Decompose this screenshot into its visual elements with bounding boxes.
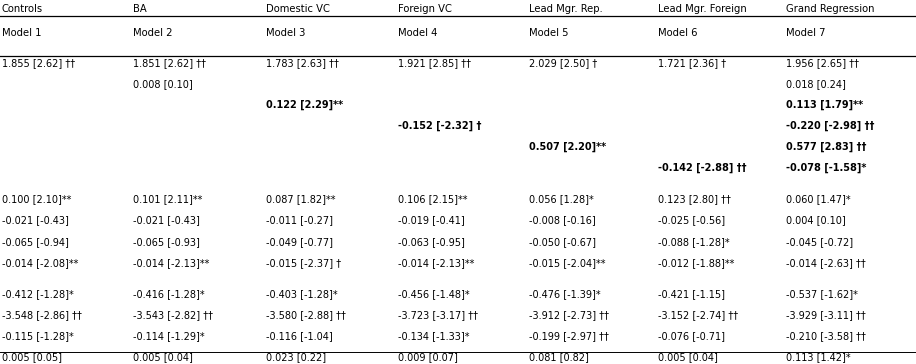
- Text: -3.543 [-2.82] ††: -3.543 [-2.82] ††: [133, 310, 213, 320]
- Text: 0.060 [1.47]*: 0.060 [1.47]*: [786, 194, 851, 205]
- Text: -3.912 [-2.73] ††: -3.912 [-2.73] ††: [529, 310, 609, 320]
- Text: -0.412 [-1.28]*: -0.412 [-1.28]*: [2, 289, 73, 299]
- Text: -0.476 [-1.39]*: -0.476 [-1.39]*: [529, 289, 601, 299]
- Text: -0.049 [-0.77]: -0.049 [-0.77]: [266, 237, 333, 247]
- Text: 0.005 [0.04]: 0.005 [0.04]: [658, 352, 717, 363]
- Text: Model 2: Model 2: [133, 28, 172, 38]
- Text: Lead Mgr. Rep.: Lead Mgr. Rep.: [529, 4, 604, 14]
- Text: 0.106 [2.15]**: 0.106 [2.15]**: [398, 194, 468, 205]
- Text: -3.152 [-2.74] ††: -3.152 [-2.74] ††: [658, 310, 737, 320]
- Text: -3.929 [-3.11] ††: -3.929 [-3.11] ††: [786, 310, 866, 320]
- Text: 0.577 [2.83] ††: 0.577 [2.83] ††: [786, 142, 867, 152]
- Text: Model 3: Model 3: [266, 28, 305, 38]
- Text: -0.015 [-2.37] †: -0.015 [-2.37] †: [266, 258, 341, 268]
- Text: Domestic VC: Domestic VC: [266, 4, 330, 14]
- Text: 1.851 [2.62] ††: 1.851 [2.62] ††: [133, 58, 206, 68]
- Text: -0.537 [-1.62]*: -0.537 [-1.62]*: [786, 289, 857, 299]
- Text: -0.076 [-0.71]: -0.076 [-0.71]: [658, 331, 725, 341]
- Text: 0.123 [2.80] ††: 0.123 [2.80] ††: [658, 194, 731, 205]
- Text: BA: BA: [133, 4, 147, 14]
- Text: 1.956 [2.65] ††: 1.956 [2.65] ††: [786, 58, 859, 68]
- Text: -3.548 [-2.86] ††: -3.548 [-2.86] ††: [2, 310, 82, 320]
- Text: 0.023 [0.22]: 0.023 [0.22]: [266, 352, 326, 363]
- Text: -0.220 [-2.98] ††: -0.220 [-2.98] ††: [786, 121, 874, 131]
- Text: -0.210 [-3.58] ††: -0.210 [-3.58] ††: [786, 331, 866, 341]
- Text: -0.025 [-0.56]: -0.025 [-0.56]: [658, 215, 725, 226]
- Text: 1.855 [2.62] ††: 1.855 [2.62] ††: [2, 58, 75, 68]
- Text: 1.721 [2.36] †: 1.721 [2.36] †: [658, 58, 725, 68]
- Text: -0.014 [-2.13]**: -0.014 [-2.13]**: [133, 258, 209, 268]
- Text: -0.021 [-0.43]: -0.021 [-0.43]: [2, 215, 69, 226]
- Text: -0.014 [-2.08]**: -0.014 [-2.08]**: [2, 258, 78, 268]
- Text: 0.101 [2.11]**: 0.101 [2.11]**: [133, 194, 202, 205]
- Text: -0.115 [-1.28]*: -0.115 [-1.28]*: [2, 331, 73, 341]
- Text: -0.050 [-0.67]: -0.050 [-0.67]: [529, 237, 596, 247]
- Text: -0.045 [-0.72]: -0.045 [-0.72]: [786, 237, 853, 247]
- Text: Controls: Controls: [2, 4, 43, 14]
- Text: 0.100 [2.10]**: 0.100 [2.10]**: [2, 194, 71, 205]
- Text: -0.021 [-0.43]: -0.021 [-0.43]: [133, 215, 200, 226]
- Text: 0.081 [0.82]: 0.081 [0.82]: [529, 352, 589, 363]
- Text: Model 5: Model 5: [529, 28, 569, 38]
- Text: -0.008 [-0.16]: -0.008 [-0.16]: [529, 215, 596, 226]
- Text: -0.011 [-0.27]: -0.011 [-0.27]: [266, 215, 333, 226]
- Text: 0.008 [0.10]: 0.008 [0.10]: [133, 79, 192, 89]
- Text: -0.421 [-1.15]: -0.421 [-1.15]: [658, 289, 725, 299]
- Text: -0.065 [-0.94]: -0.065 [-0.94]: [2, 237, 69, 247]
- Text: -0.078 [-1.58]*: -0.078 [-1.58]*: [786, 163, 867, 173]
- Text: -0.014 [-2.63] ††: -0.014 [-2.63] ††: [786, 258, 866, 268]
- Text: 0.113 [1.42]*: 0.113 [1.42]*: [786, 352, 851, 363]
- Text: -0.114 [-1.29]*: -0.114 [-1.29]*: [133, 331, 204, 341]
- Text: 1.783 [2.63] ††: 1.783 [2.63] ††: [266, 58, 339, 68]
- Text: 0.087 [1.82]**: 0.087 [1.82]**: [266, 194, 335, 205]
- Text: 1.921 [2.85] ††: 1.921 [2.85] ††: [398, 58, 472, 68]
- Text: -0.116 [-1.04]: -0.116 [-1.04]: [266, 331, 333, 341]
- Text: 0.005 [0.05]: 0.005 [0.05]: [2, 352, 62, 363]
- Text: 0.009 [0.07]: 0.009 [0.07]: [398, 352, 458, 363]
- Text: Model 4: Model 4: [398, 28, 438, 38]
- Text: 0.018 [0.24]: 0.018 [0.24]: [786, 79, 845, 89]
- Text: -0.199 [-2.97] ††: -0.199 [-2.97] ††: [529, 331, 609, 341]
- Text: -0.014 [-2.13]**: -0.014 [-2.13]**: [398, 258, 474, 268]
- Text: -0.152 [-2.32] †: -0.152 [-2.32] †: [398, 121, 482, 131]
- Text: 0.113 [1.79]**: 0.113 [1.79]**: [786, 100, 863, 110]
- Text: -3.580 [-2.88] ††: -3.580 [-2.88] ††: [266, 310, 345, 320]
- Text: Foreign VC: Foreign VC: [398, 4, 453, 14]
- Text: Model 1: Model 1: [2, 28, 41, 38]
- Text: -0.063 [-0.95]: -0.063 [-0.95]: [398, 237, 465, 247]
- Text: Grand Regression: Grand Regression: [786, 4, 875, 14]
- Text: -0.012 [-1.88]**: -0.012 [-1.88]**: [658, 258, 734, 268]
- Text: -0.456 [-1.48]*: -0.456 [-1.48]*: [398, 289, 470, 299]
- Text: -0.403 [-1.28]*: -0.403 [-1.28]*: [266, 289, 337, 299]
- Text: -0.019 [-0.41]: -0.019 [-0.41]: [398, 215, 465, 226]
- Text: 0.005 [0.04]: 0.005 [0.04]: [133, 352, 192, 363]
- Text: -0.065 [-0.93]: -0.065 [-0.93]: [133, 237, 200, 247]
- Text: 0.004 [0.10]: 0.004 [0.10]: [786, 215, 845, 226]
- Text: -0.416 [-1.28]*: -0.416 [-1.28]*: [133, 289, 204, 299]
- Text: 2.029 [2.50] †: 2.029 [2.50] †: [529, 58, 598, 68]
- Text: -0.015 [-2.04]**: -0.015 [-2.04]**: [529, 258, 606, 268]
- Text: -0.134 [-1.33]*: -0.134 [-1.33]*: [398, 331, 470, 341]
- Text: Model 6: Model 6: [658, 28, 697, 38]
- Text: -0.142 [-2.88] ††: -0.142 [-2.88] ††: [658, 163, 747, 173]
- Text: 0.507 [2.20]**: 0.507 [2.20]**: [529, 142, 606, 152]
- Text: -0.088 [-1.28]*: -0.088 [-1.28]*: [658, 237, 729, 247]
- Text: Lead Mgr. Foreign: Lead Mgr. Foreign: [658, 4, 747, 14]
- Text: 0.056 [1.28]*: 0.056 [1.28]*: [529, 194, 594, 205]
- Text: Model 7: Model 7: [786, 28, 825, 38]
- Text: 0.122 [2.29]**: 0.122 [2.29]**: [266, 100, 343, 110]
- Text: -3.723 [-3.17] ††: -3.723 [-3.17] ††: [398, 310, 478, 320]
